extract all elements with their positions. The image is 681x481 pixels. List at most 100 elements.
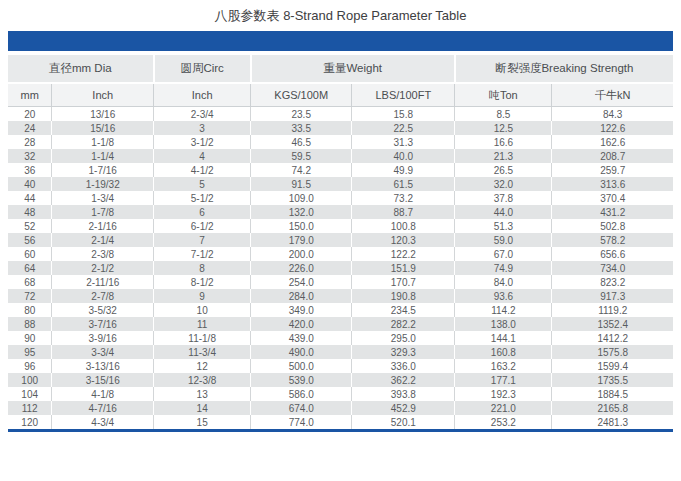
- table-cell: 282.2: [352, 317, 455, 331]
- table-cell: 37.8: [455, 191, 552, 205]
- table-cell: 586.0: [251, 387, 352, 401]
- table-cell: 1119.2: [552, 303, 673, 317]
- group-header-cell: 圆周Circ: [154, 55, 251, 83]
- table-cell: 132.0: [251, 205, 352, 219]
- table-cell: 539.0: [251, 373, 352, 387]
- table-row: 2415/16333.522.512.5122.6: [8, 121, 673, 135]
- table-cell: 60: [8, 247, 52, 261]
- table-cell: 46.5: [251, 135, 352, 149]
- table-cell: 2-3/4: [154, 107, 251, 122]
- table-cell: 3-7/16: [52, 317, 154, 331]
- table-row: 883-7/1611420.0282.2138.01352.4: [8, 317, 673, 331]
- table-cell: 4: [154, 149, 251, 163]
- group-header-cell: 重量Weight: [251, 55, 455, 83]
- table-cell: 1884.5: [552, 387, 673, 401]
- table-cell: 4-1/2: [154, 163, 251, 177]
- table-cell: 12-3/8: [154, 373, 251, 387]
- table-cell: 104: [8, 387, 52, 401]
- table-cell: 32: [8, 149, 52, 163]
- table-cell: 578.2: [552, 233, 673, 247]
- table-cell: 90: [8, 331, 52, 345]
- table-cell: 4-1/8: [52, 387, 154, 401]
- table-cell: 31.3: [352, 135, 455, 149]
- table-cell: 11-1/8: [154, 331, 251, 345]
- table-cell: 26.5: [455, 163, 552, 177]
- table-cell: 349.0: [251, 303, 352, 317]
- table-cell: 20: [8, 107, 52, 122]
- table-row: 953-3/411-3/4490.0329.3160.81575.8: [8, 345, 673, 359]
- parameter-table: 直径mm Dia圆周Circ重量Weight断裂强度Breaking Stren…: [8, 55, 673, 429]
- table-cell: 502.8: [552, 219, 673, 233]
- table-cell: 12: [154, 359, 251, 373]
- table-cell: 120: [8, 415, 52, 429]
- table-cell: 170.7: [352, 275, 455, 289]
- table-row: 722-7/89284.0190.893.6917.3: [8, 289, 673, 303]
- table-cell: 1-7/8: [52, 205, 154, 219]
- table-cell: 10: [154, 303, 251, 317]
- table-cell: 11: [154, 317, 251, 331]
- group-header-cell: 直径mm Dia: [8, 55, 154, 83]
- table-cell: 313.6: [552, 177, 673, 191]
- table-cell: 24: [8, 121, 52, 135]
- table-cell: 40.0: [352, 149, 455, 163]
- table-cell: 122.2: [352, 247, 455, 261]
- table-cell: 138.0: [455, 317, 552, 331]
- table-cell: 200.0: [251, 247, 352, 261]
- table-cell: 100: [8, 373, 52, 387]
- table-cell: 823.2: [552, 275, 673, 289]
- table-cell: 114.2: [455, 303, 552, 317]
- table-row: 481-7/86132.088.744.0431.2: [8, 205, 673, 219]
- table-cell: 9: [154, 289, 251, 303]
- table-cell: 420.0: [251, 317, 352, 331]
- table-cell: 2-1/4: [52, 233, 154, 247]
- table-cell: 2-11/16: [52, 275, 154, 289]
- table-cell: 88.7: [352, 205, 455, 219]
- table-cell: 162.6: [552, 135, 673, 149]
- table-cell: 73.2: [352, 191, 455, 205]
- table-cell: 490.0: [251, 345, 352, 359]
- table-row: 562-1/47179.0120.359.0578.2: [8, 233, 673, 247]
- table-cell: 49.9: [352, 163, 455, 177]
- table-cell: 8: [154, 261, 251, 275]
- table-cell: 59.5: [251, 149, 352, 163]
- table-cell: 16.6: [455, 135, 552, 149]
- table-cell: 13: [154, 387, 251, 401]
- table-cell: 431.2: [552, 205, 673, 219]
- table-cell: 28: [8, 135, 52, 149]
- table-cell: 1-19/32: [52, 177, 154, 191]
- table-cell: 2-7/8: [52, 289, 154, 303]
- column-header-cell: LBS/100FT: [352, 83, 455, 107]
- table-cell: 100.8: [352, 219, 455, 233]
- column-header-row: mmInchInchKGS/100MLBS/100FT吨Ton千牛kN: [8, 83, 673, 107]
- table-row: 1044-1/813586.0393.8192.31884.5: [8, 387, 673, 401]
- table-cell: 362.2: [352, 373, 455, 387]
- table-row: 281-1/83-1/246.531.316.6162.6: [8, 135, 673, 149]
- table-cell: 917.3: [552, 289, 673, 303]
- table-row: 1003-15/1612-3/8539.0362.2177.11735.5: [8, 373, 673, 387]
- table-cell: 15.8: [352, 107, 455, 122]
- table-cell: 40: [8, 177, 52, 191]
- group-header-cell: 断裂强度Breaking Strength: [455, 55, 673, 83]
- table-cell: 226.0: [251, 261, 352, 275]
- table-cell: 88: [8, 317, 52, 331]
- table-cell: 15: [154, 415, 251, 429]
- table-cell: 2-1/16: [52, 219, 154, 233]
- table-cell: 8-1/2: [154, 275, 251, 289]
- table-cell: 95: [8, 345, 52, 359]
- table-cell: 4-3/4: [52, 415, 154, 429]
- table-cell: 33.5: [251, 121, 352, 135]
- table-cell: 234.5: [352, 303, 455, 317]
- table-cell: 439.0: [251, 331, 352, 345]
- table-body: 2013/162-3/423.515.88.584.32415/16333.52…: [8, 107, 673, 430]
- table-cell: 3-5/32: [52, 303, 154, 317]
- table-cell: 1-1/4: [52, 149, 154, 163]
- table-row: 682-11/168-1/2254.0170.784.0823.2: [8, 275, 673, 289]
- table-cell: 32.0: [455, 177, 552, 191]
- table-cell: 253.2: [455, 415, 552, 429]
- table-cell: 68: [8, 275, 52, 289]
- table-cell: 144.1: [455, 331, 552, 345]
- column-header-cell: 吨Ton: [455, 83, 552, 107]
- table-header: 直径mm Dia圆周Circ重量Weight断裂强度Breaking Stren…: [8, 55, 673, 107]
- table-cell: 259.7: [552, 163, 673, 177]
- table-cell: 6-1/2: [154, 219, 251, 233]
